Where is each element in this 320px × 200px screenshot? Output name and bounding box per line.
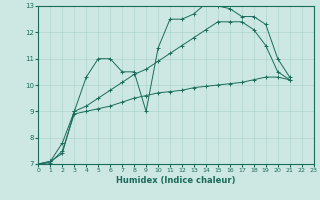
X-axis label: Humidex (Indice chaleur): Humidex (Indice chaleur): [116, 176, 236, 185]
